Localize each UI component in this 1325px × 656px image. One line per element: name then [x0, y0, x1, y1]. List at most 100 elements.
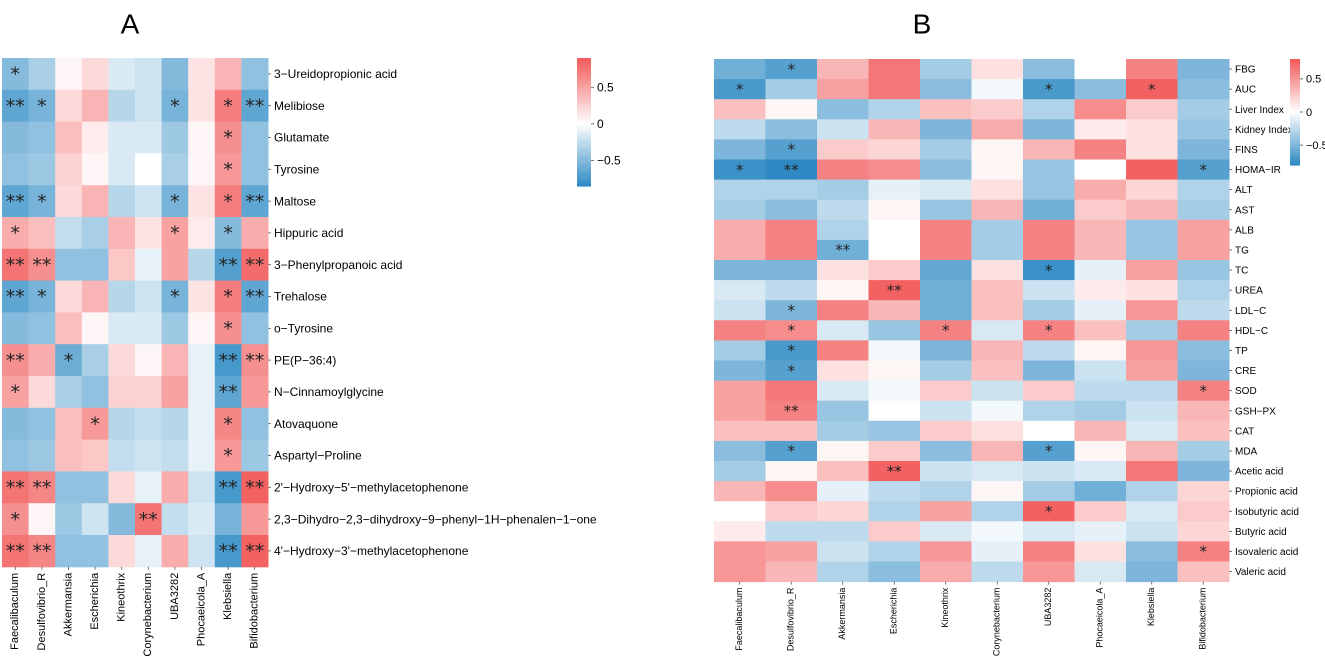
- heatmap-cell: [28, 153, 56, 186]
- legend-color-step: [577, 151, 591, 155]
- heatmap-cell: [1177, 280, 1230, 301]
- row-label: 2,3−Dihydro−2,3−dihydroxy−9−phenyl−1H−ph…: [274, 512, 597, 526]
- significance-marker: *: [223, 413, 233, 435]
- heatmap-cell: [81, 153, 109, 186]
- heatmap-cell: [765, 360, 818, 382]
- heatmap-cell: [868, 340, 921, 361]
- heatmap-cell: [214, 439, 242, 472]
- heatmap-cell: [1023, 340, 1075, 361]
- heatmap-cell: [868, 481, 921, 502]
- heatmap-cell: [817, 481, 869, 502]
- significance-marker: *: [788, 322, 796, 340]
- heatmap-cell: [765, 139, 818, 160]
- legend-color-step: [1290, 157, 1300, 161]
- heatmap-cell: [765, 300, 818, 321]
- heatmap-cell: [765, 260, 818, 281]
- significance-marker: *: [1045, 80, 1053, 98]
- heatmap-cell: [971, 561, 1024, 583]
- heatmap-cell: [28, 503, 56, 536]
- legend-color-step: [1290, 136, 1300, 140]
- heatmap-cell: [108, 153, 136, 186]
- heatmap-cell: [135, 217, 163, 250]
- legend-color-step: [1290, 122, 1300, 125]
- heatmap-cell: [868, 239, 921, 261]
- heatmap-cell: [188, 376, 216, 409]
- legend-color-step: [1290, 99, 1300, 102]
- significance-marker: **: [245, 541, 264, 563]
- heatmap-cell: [55, 280, 83, 313]
- heatmap-cell: [108, 344, 136, 377]
- legend-color-step: [1290, 126, 1300, 129]
- heatmap-cell: [714, 139, 766, 160]
- panel-label-b: B: [913, 8, 932, 39]
- heatmap-cell: [868, 541, 921, 562]
- row-label: Isobutyric acid: [1235, 507, 1299, 518]
- legend-color-step: [577, 115, 591, 119]
- heatmap-cell: [2, 312, 30, 345]
- heatmap-cell: [868, 260, 921, 281]
- heatmap-cell: [135, 407, 163, 441]
- heatmap-cell: [765, 159, 818, 181]
- heatmap-cell: [971, 280, 1024, 301]
- legend-color-step: [1290, 138, 1300, 141]
- heatmap-cell: [1023, 440, 1075, 462]
- heatmap-cell: [55, 503, 83, 536]
- legend-color-step: [1290, 104, 1300, 108]
- row-label: Melibiose: [274, 99, 325, 113]
- heatmap-cell: [188, 344, 216, 377]
- heatmap-cell: [868, 139, 921, 160]
- significance-marker: *: [942, 322, 950, 340]
- heatmap-cell: [1177, 561, 1230, 583]
- row-label: UREA: [1235, 286, 1263, 297]
- legend-tick-label: 0: [1306, 107, 1312, 119]
- legend-color-step: [1290, 101, 1300, 104]
- significance-marker: **: [219, 382, 238, 404]
- heatmap-cell: [161, 185, 189, 218]
- heatmap-cell: [714, 239, 766, 261]
- heatmap-cell: [241, 376, 269, 409]
- significance-marker: *: [11, 223, 21, 245]
- legend-color-step: [1290, 143, 1300, 147]
- heatmap-cell: [971, 159, 1024, 181]
- heatmap-cell: [161, 280, 189, 313]
- legend-color-step: [1290, 97, 1300, 101]
- heatmap-cell: [1177, 420, 1230, 442]
- heatmap-cell: [1023, 360, 1075, 382]
- significance-marker: *: [223, 286, 233, 308]
- heatmap-cell: [971, 340, 1024, 361]
- legend-color-step: [1290, 90, 1300, 94]
- legend-color-step: [1290, 110, 1300, 113]
- heatmap-cell: [28, 185, 56, 218]
- row-label: Isovaleric acid: [1235, 547, 1298, 558]
- heatmap-cell: [1177, 219, 1230, 241]
- heatmap-cell: [28, 121, 56, 154]
- heatmap-cell: [214, 217, 242, 250]
- heatmap-cell: [920, 561, 972, 583]
- heatmap-cell: [2, 376, 30, 409]
- heatmap-cell: [817, 380, 869, 402]
- significance-marker: **: [245, 477, 264, 499]
- legend-color-step: [577, 90, 591, 93]
- heatmap-cell: [161, 121, 189, 154]
- heatmap-cell: [920, 521, 972, 542]
- heatmap-cell: [971, 300, 1024, 321]
- heatmap-cell: [55, 58, 83, 91]
- heatmap-cell: [765, 340, 818, 361]
- heatmap-cell: [1177, 79, 1230, 100]
- row-label: FINS: [1235, 145, 1258, 156]
- legend-color-step: [577, 164, 591, 168]
- heatmap-cell: [135, 344, 163, 377]
- heatmap-cell: [1074, 521, 1127, 542]
- heatmap-cell: [28, 58, 56, 91]
- heatmap-cell: [920, 59, 972, 80]
- legend-color-step: [577, 81, 591, 85]
- legend-color-step: [577, 166, 591, 170]
- column-label: Phocaeicola_A: [1095, 588, 1105, 648]
- significance-marker: *: [37, 95, 47, 117]
- heatmap-cell: [135, 280, 163, 313]
- legend-color-step: [577, 107, 591, 110]
- row-label: Aspartyl−Proline: [274, 449, 362, 463]
- heatmap-cell: [55, 471, 83, 504]
- row-label: Tyrosine: [274, 163, 320, 177]
- heatmap-cell: [1177, 139, 1230, 160]
